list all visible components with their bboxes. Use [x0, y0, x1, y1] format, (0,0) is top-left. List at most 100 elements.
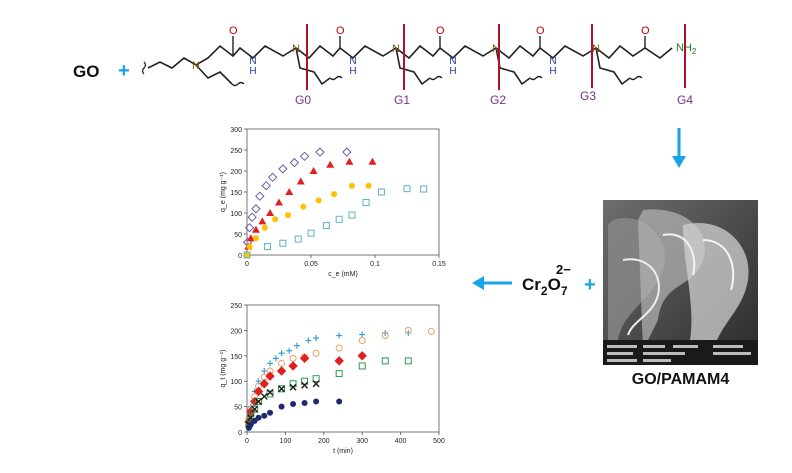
kinetics-point [312, 349, 320, 357]
isotherm-point [244, 222, 255, 233]
kinetics-point [265, 371, 275, 381]
isotherm-point [252, 235, 259, 242]
kinetics-point [404, 326, 412, 334]
kinetics-point [286, 347, 293, 354]
isotherm-point [263, 243, 271, 251]
kinetics-y-tick-label: 250 [230, 303, 242, 310]
kinetics-point [267, 360, 274, 367]
nh-label-2: N [449, 56, 456, 67]
isotherm-point [246, 243, 253, 250]
kinetics-point [312, 380, 320, 388]
o-atom-4: O [641, 25, 650, 37]
kinetics-point [301, 400, 308, 407]
kinetics-point [336, 398, 343, 405]
nh-label-1-h: H [349, 66, 356, 77]
amine-group: NH2 [676, 42, 697, 56]
kinetics-point [267, 409, 274, 416]
squiggle-end-5 [629, 75, 643, 81]
isotherm-point [278, 164, 288, 174]
isotherm-x-tick-label: 0.15 [432, 261, 446, 268]
isotherm-series-0 [242, 147, 352, 248]
kinetics-point [335, 370, 343, 378]
pamam-scheme: GO + O O O O [73, 24, 697, 107]
svg-text:Cr2O7: Cr2O7 [522, 275, 568, 298]
kinetics-point [278, 385, 286, 393]
isotherm-point [275, 198, 283, 206]
isotherm-point [267, 172, 278, 183]
squiggle-end-2 [329, 75, 343, 81]
kinetics-point [289, 383, 297, 391]
plus-sign-bottom: + [584, 274, 596, 296]
isotherm-point [261, 180, 271, 191]
isotherm-point [296, 177, 305, 185]
kinetics-point [266, 388, 274, 396]
nh-label-0-h: H [249, 66, 256, 77]
isotherm-point [289, 157, 300, 168]
isotherm-y-tick-label: 300 [230, 127, 242, 134]
kinetics-point [357, 351, 367, 361]
dichromate-formula: Cr2O7 2− [522, 262, 571, 298]
kinetics-point [336, 332, 343, 339]
isotherm-x-tick-label: 0.1 [370, 261, 380, 268]
isotherm-point [335, 215, 343, 223]
product-label: GO/PAMAM4 [631, 371, 730, 388]
squiggle-end-0 [141, 61, 147, 75]
kinetics-point [290, 401, 297, 408]
go-label: GO [73, 62, 99, 81]
isotherm-series-3 [243, 185, 428, 259]
nh-label-2-h: H [449, 66, 456, 77]
o-atom-3: O [536, 25, 545, 37]
isotherm-point [331, 191, 338, 198]
kinetics-point [312, 375, 320, 383]
isotherm-point [258, 217, 267, 225]
isotherm-point [251, 225, 260, 233]
kinetics-point [293, 342, 300, 349]
kinetics-y-tick-label: 150 [230, 354, 242, 361]
kinetics-point [259, 379, 269, 389]
n-atom-4: N [592, 43, 600, 55]
isotherm-chart: 0 50 100 150 200 250 300 0 0.05 0.1 0.15 c_e (mM) q_… [220, 127, 446, 278]
kinetics-point [261, 368, 268, 375]
kinetics-x-tick-label: 100 [280, 438, 292, 445]
kinetics-point [255, 398, 263, 406]
kinetics-point [313, 398, 320, 405]
nh-label-3-h: H [549, 66, 556, 77]
branch-0 [195, 64, 233, 85]
kinetics-x-tick-label: 300 [356, 438, 368, 445]
o-atom-1: O [336, 25, 345, 37]
nh-label-1: N [349, 56, 356, 67]
kinetics-plot-frame [246, 304, 440, 433]
kinetics-point [289, 354, 297, 362]
kinetics-point [334, 356, 344, 366]
kinetics-point [305, 337, 312, 344]
generation-label-g0: G0 [295, 93, 311, 107]
kinetics-series-1 [245, 326, 435, 423]
down-arrow [672, 128, 686, 168]
kinetics-point [272, 355, 279, 362]
branch-4 [595, 47, 631, 86]
kinetics-x-tick-label: 200 [318, 438, 330, 445]
kinetics-point [260, 392, 268, 400]
n-atom-0: N [192, 60, 200, 72]
isotherm-y-tick-label: 50 [234, 232, 242, 239]
kinetics-x-tick-label: 400 [395, 438, 407, 445]
kinetics-point [359, 331, 366, 338]
isotherm-point [322, 222, 330, 230]
isotherm-x-axis-label: c_e (mM) [328, 271, 358, 278]
kinetics-point [301, 381, 309, 389]
generation-label-g3: G3 [580, 89, 596, 103]
isotherm-point [251, 204, 261, 214]
isotherm-x-tick-label: 0.05 [304, 261, 318, 268]
squiggle-end-3 [429, 75, 443, 81]
isotherm-point [348, 211, 356, 219]
n-atom-2: N [392, 43, 400, 55]
kinetics-point [313, 335, 320, 342]
isotherm-y-tick-label: 150 [230, 190, 242, 197]
kinetics-point [253, 386, 264, 397]
o-atom-2: O [436, 25, 445, 37]
isotherm-point [243, 251, 251, 259]
dichromate-charge: 2− [556, 262, 571, 277]
kinetics-point [299, 353, 310, 364]
isotherm-point [255, 191, 265, 201]
